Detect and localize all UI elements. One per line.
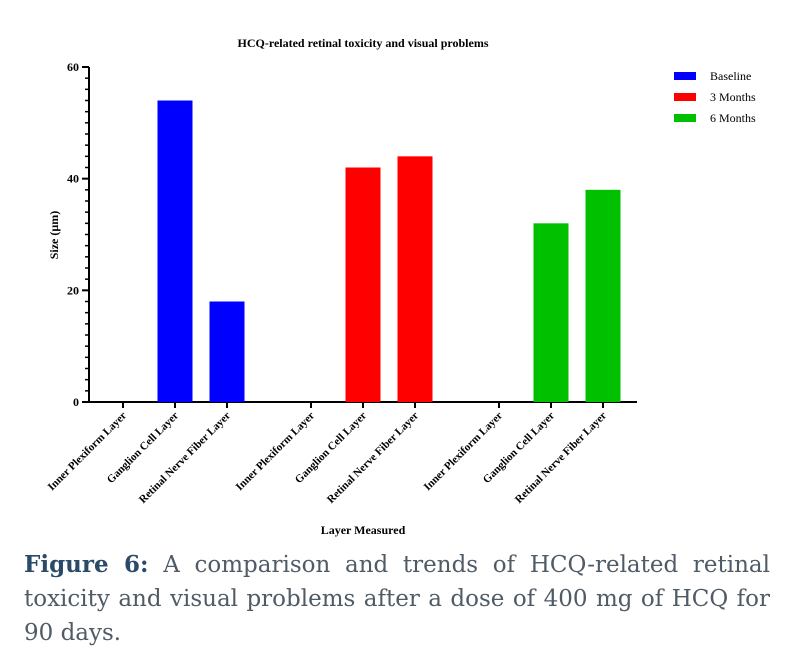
x-axis-label: Layer Measured: [321, 523, 406, 537]
y-axis: 0 20 40 60: [67, 60, 90, 409]
bar: [345, 167, 381, 402]
legend-swatch: [674, 114, 696, 122]
bar: [209, 301, 245, 402]
x-tick-label: Retinal Nerve Fiber Layer: [137, 410, 233, 506]
legend: Baseline 3 Months 6 Months: [674, 69, 756, 125]
y-tick-label: 20: [67, 283, 79, 297]
chart-title: HCQ-related retinal toxicity and visual …: [238, 36, 489, 50]
legend-label: 6 Months: [710, 111, 756, 125]
legend-swatch: [674, 72, 696, 80]
figure-label: Figure 6:: [24, 551, 149, 578]
legend-swatch: [674, 93, 696, 101]
x-axis: [89, 401, 637, 408]
x-tick-label: Retinal Nerve Fiber Layer: [513, 410, 609, 506]
figure-caption-text: A comparison and trends of HCQ-related r…: [24, 552, 771, 646]
bar: [533, 223, 569, 402]
bar: [397, 156, 433, 402]
bar: [157, 100, 193, 402]
y-tick-label: 60: [67, 60, 79, 74]
legend-label: Baseline: [710, 69, 751, 83]
bars: [157, 100, 621, 402]
bar: [585, 189, 621, 402]
figure-caption: Figure 6: A comparison and trends of HCQ…: [24, 548, 770, 650]
legend-label: 3 Months: [710, 90, 756, 104]
bar-chart: HCQ-related retinal toxicity and visual …: [46, 36, 756, 537]
y-axis-label: Size (µm): [47, 211, 61, 260]
y-tick-label: 0: [73, 395, 79, 409]
y-tick-label: 40: [67, 172, 79, 186]
x-tick-label: Retinal Nerve Fiber Layer: [325, 410, 421, 506]
